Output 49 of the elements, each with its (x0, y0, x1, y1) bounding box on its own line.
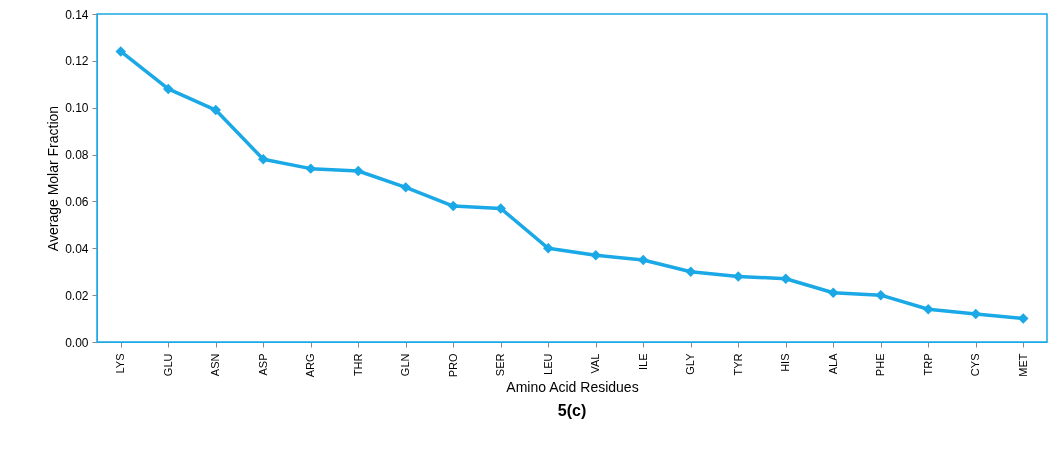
x-tick-label: ILE (636, 353, 649, 371)
x-tick-label: LEU (541, 353, 554, 375)
point (828, 287, 839, 299)
point (258, 154, 269, 165)
x-tick-label: TYR (731, 353, 744, 376)
x-axis-title: Amino Acid Residues (506, 379, 639, 396)
point (590, 250, 601, 261)
text: 5(c) (557, 401, 587, 419)
x-tick-label: THR (351, 353, 364, 377)
x-tick-label: ALA (826, 352, 839, 375)
x-tick-label: HIS (779, 353, 792, 372)
x-tick-label: GLY (684, 352, 697, 375)
x-tick-label: ASN (209, 353, 222, 377)
point (400, 182, 411, 193)
y-tick-label: 0.12 (65, 54, 89, 69)
point (115, 46, 126, 57)
point (210, 104, 221, 116)
y-tick-label: 0.02 (65, 288, 89, 303)
x-tick-label: SER (494, 353, 507, 377)
x-tick-label: GLU (161, 353, 174, 377)
point (638, 254, 649, 266)
point (685, 266, 696, 277)
y-tick-label: 0.08 (65, 148, 89, 163)
x-tick-label: GLN (399, 353, 412, 377)
point (1018, 313, 1029, 324)
point (448, 200, 459, 212)
y-axis-title: Average Molar Fraction (45, 105, 62, 252)
point (163, 83, 174, 95)
point (543, 243, 554, 254)
point (353, 165, 364, 177)
point (305, 163, 316, 174)
x-tick-label: ASP (256, 353, 269, 376)
x-tick-label: ARG (304, 353, 317, 378)
y-tick-label: 0.06 (65, 194, 89, 209)
x-tick-label: MET (1016, 353, 1029, 377)
point (780, 273, 791, 284)
point (875, 289, 886, 301)
x-tick-label: LYS (114, 353, 127, 374)
y-tick-label: 0.10 (65, 101, 89, 116)
point (923, 303, 934, 315)
x-tick-label: PRO (446, 353, 459, 378)
x-tick-label: CYS (969, 353, 982, 377)
y-tick-label: 0.04 (65, 241, 89, 256)
x-tick-label: PHE (874, 353, 887, 377)
y-tick-label: 0.00 (65, 335, 89, 350)
x-tick-label: VAL (589, 353, 602, 374)
y-tick-label: 0.14 (65, 7, 89, 22)
x-tick-label: TRP (921, 353, 934, 376)
point (970, 308, 981, 320)
